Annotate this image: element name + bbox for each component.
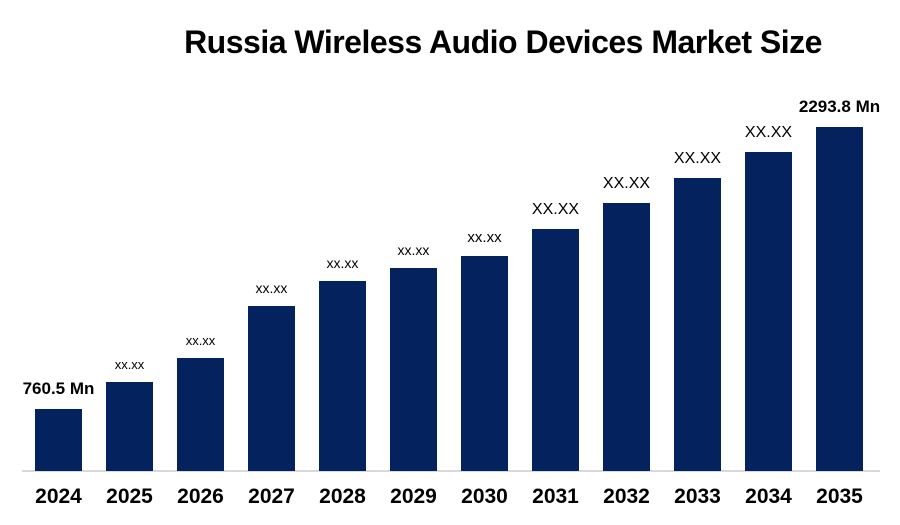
bar-2033: [674, 178, 721, 471]
bar-value-label-2024: 760.5 Mn: [22, 379, 95, 398]
bar-2024: [35, 409, 82, 471]
bar-value-label-2030: xx.xx: [467, 229, 502, 246]
x-axis-line: [22, 470, 880, 472]
bar-value-label-2026: xx.xx: [185, 333, 216, 348]
bar-2026: [177, 358, 224, 471]
bar-value-label-2027: xx.xx: [255, 280, 288, 296]
bar-2030: [461, 256, 508, 471]
bar-value-label-2025: xx.xx: [114, 357, 145, 372]
x-axis-label-2031: 2031: [532, 485, 579, 508]
x-axis-label-2025: 2025: [106, 485, 153, 508]
x-axis-label-2029: 2029: [390, 485, 437, 508]
bar-2028: [319, 281, 366, 471]
x-axis-label-2032: 2032: [603, 485, 650, 508]
bar-value-label-2034: XX.XX: [744, 124, 793, 141]
bar-2027: [248, 306, 295, 471]
bar-2031: [532, 229, 579, 471]
bar-value-label-2028: xx.xx: [326, 255, 359, 271]
bar-2034: [745, 152, 792, 471]
x-axis-label-2035: 2035: [816, 485, 863, 508]
x-axis-label-2024: 2024: [35, 485, 82, 508]
bar-value-label-2032: XX.XX: [602, 175, 651, 192]
bar-value-label-2035: 2293.8 Mn: [798, 97, 881, 116]
x-axis-label-2027: 2027: [248, 485, 295, 508]
bar-2029: [390, 268, 437, 471]
bar-value-label-2029: xx.xx: [397, 242, 430, 258]
bar-2035: [816, 127, 863, 471]
x-axis-label-2026: 2026: [177, 485, 224, 508]
bar-2025: [106, 382, 153, 471]
bar-2032: [603, 203, 650, 471]
x-axis-label-2033: 2033: [674, 485, 721, 508]
x-axis-label-2028: 2028: [319, 485, 366, 508]
x-axis-label-2030: 2030: [461, 485, 508, 508]
x-axis-label-2034: 2034: [745, 485, 792, 508]
bar-value-label-2033: XX.XX: [673, 150, 722, 167]
chart-title: Russia Wireless Audio Devices Market Siz…: [184, 24, 822, 60]
bar-value-label-2031: XX.XX: [531, 201, 580, 218]
